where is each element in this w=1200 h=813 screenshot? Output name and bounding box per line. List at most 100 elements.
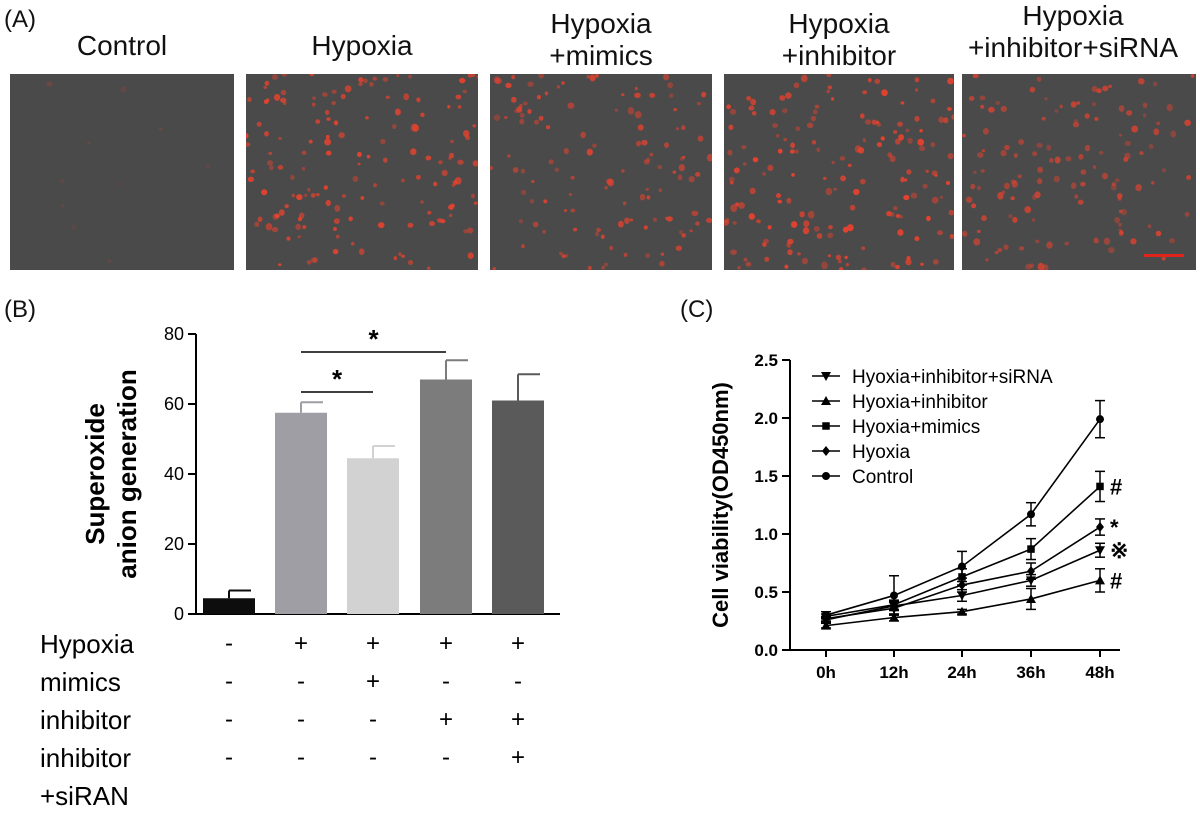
x-tick-label: 48h <box>1085 663 1114 682</box>
cell-dot <box>261 189 268 196</box>
cell-dot <box>1073 119 1079 125</box>
cell-dot <box>503 116 508 119</box>
cell-dot <box>1046 241 1053 249</box>
cell-dot <box>821 261 828 270</box>
cell-dot <box>324 138 331 146</box>
condition-sign: + <box>439 706 453 733</box>
y-tick-label: 40 <box>164 464 184 484</box>
cell-dot <box>1013 153 1018 158</box>
cell-dot <box>1155 230 1162 237</box>
cell-dot <box>268 151 273 155</box>
cell-dot <box>589 74 596 82</box>
cell-dot <box>675 127 679 131</box>
condition-sign: + <box>511 630 525 657</box>
cell-dot <box>645 253 651 258</box>
significance-label: ※ <box>1110 538 1128 563</box>
cell-dot <box>977 152 984 158</box>
cell-dot <box>779 95 786 101</box>
cell-dot <box>748 105 755 111</box>
cell-dot <box>206 164 210 169</box>
y-axis-label-line: anion generation <box>112 369 142 578</box>
cell-dot <box>729 180 734 185</box>
legend-label: Hyoxia+mimics <box>852 417 980 438</box>
data-point <box>821 620 831 630</box>
cell-dot <box>919 129 923 133</box>
cell-dot <box>1046 144 1052 151</box>
cell-dot <box>358 248 365 255</box>
cell-dot <box>385 95 390 99</box>
cell-dot <box>377 222 385 229</box>
series-hyoxia-mimics: # <box>821 470 1122 621</box>
cell-dot <box>783 137 788 142</box>
micrograph-title-hypoxia: Hypoxia <box>246 30 478 62</box>
cell-dot <box>462 89 467 94</box>
cell-dot <box>907 137 913 144</box>
cell-dot <box>814 104 820 109</box>
cell-dot <box>738 202 745 209</box>
cell-dot <box>860 113 865 119</box>
cell-dot <box>325 199 331 207</box>
cell-dot <box>351 242 355 246</box>
cell-dot <box>269 165 274 171</box>
cell-dot <box>455 94 462 100</box>
cell-dot <box>586 74 590 79</box>
cell-dot <box>1018 246 1025 251</box>
cell-dot <box>801 257 808 265</box>
legend-label: Control <box>852 467 913 488</box>
cell-dot <box>932 259 939 265</box>
micrograph-canvas <box>46 81 210 264</box>
y-tick-label: 1.0 <box>754 525 778 544</box>
cell-dot <box>463 229 468 234</box>
cell-dot <box>1103 237 1111 245</box>
cell-dot <box>532 221 539 228</box>
significance-label: * <box>332 364 343 394</box>
cell-dot <box>433 181 438 187</box>
cell-dot <box>490 166 493 170</box>
cell-dot <box>429 221 435 227</box>
cell-dot <box>875 120 880 124</box>
cell-dot <box>60 203 65 208</box>
cell-dot <box>945 181 951 185</box>
cell-dot <box>527 81 534 87</box>
cell-dot <box>559 251 563 256</box>
cell-dot <box>847 163 852 167</box>
cell-dot <box>247 97 252 102</box>
cell-dot <box>476 75 478 79</box>
cell-dot <box>689 229 693 233</box>
cell-dot <box>688 176 695 183</box>
cell-dot <box>1065 156 1072 162</box>
cell-dot <box>675 245 682 251</box>
significance-label: # <box>1110 568 1122 593</box>
data-point <box>821 372 831 381</box>
cell-dot <box>358 77 364 83</box>
cell-dot <box>1111 182 1116 187</box>
condition-sign: - <box>442 668 450 695</box>
x-tick-label: 12h <box>879 663 908 682</box>
cell-dot <box>646 195 651 200</box>
cell-dot <box>826 89 831 94</box>
cell-dot <box>981 149 986 153</box>
cell-dot <box>416 97 421 103</box>
cell-dot <box>407 260 414 265</box>
cell-dot <box>1118 105 1125 112</box>
cell-dot <box>1162 168 1167 173</box>
cell-dot <box>556 85 561 89</box>
cell-dot <box>1049 157 1054 163</box>
cell-dot <box>302 225 307 230</box>
cell-dot <box>573 227 578 232</box>
cell-dot <box>730 204 738 213</box>
cell-dot <box>789 149 795 154</box>
cell-dot <box>816 147 821 152</box>
cell-dot <box>886 211 892 217</box>
condition-sign: - <box>297 668 305 695</box>
cell-dot <box>874 78 881 84</box>
cell-dot <box>312 96 316 100</box>
cell-dot <box>309 74 315 77</box>
legend-label: Hyoxia <box>852 442 911 463</box>
cell-dot <box>452 180 458 185</box>
cell-dot <box>427 210 432 215</box>
cell-dot <box>1074 194 1079 199</box>
cell-dot <box>570 175 575 180</box>
cell-dot <box>595 231 599 237</box>
cell-dot <box>979 95 986 101</box>
